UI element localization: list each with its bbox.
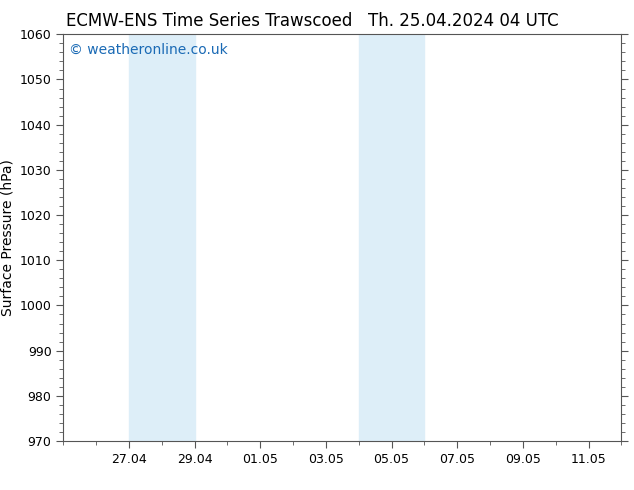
Bar (129, 34, 162, 441)
Text: Th. 25.04.2024 04 UTC: Th. 25.04.2024 04 UTC (368, 12, 558, 30)
Text: © weatheronline.co.uk: © weatheronline.co.uk (69, 43, 228, 56)
Bar (359, 34, 392, 441)
Text: ECMW-ENS Time Series Trawscoed: ECMW-ENS Time Series Trawscoed (66, 12, 353, 30)
Bar (392, 34, 424, 441)
Y-axis label: Surface Pressure (hPa): Surface Pressure (hPa) (0, 159, 14, 316)
Bar (162, 34, 195, 441)
